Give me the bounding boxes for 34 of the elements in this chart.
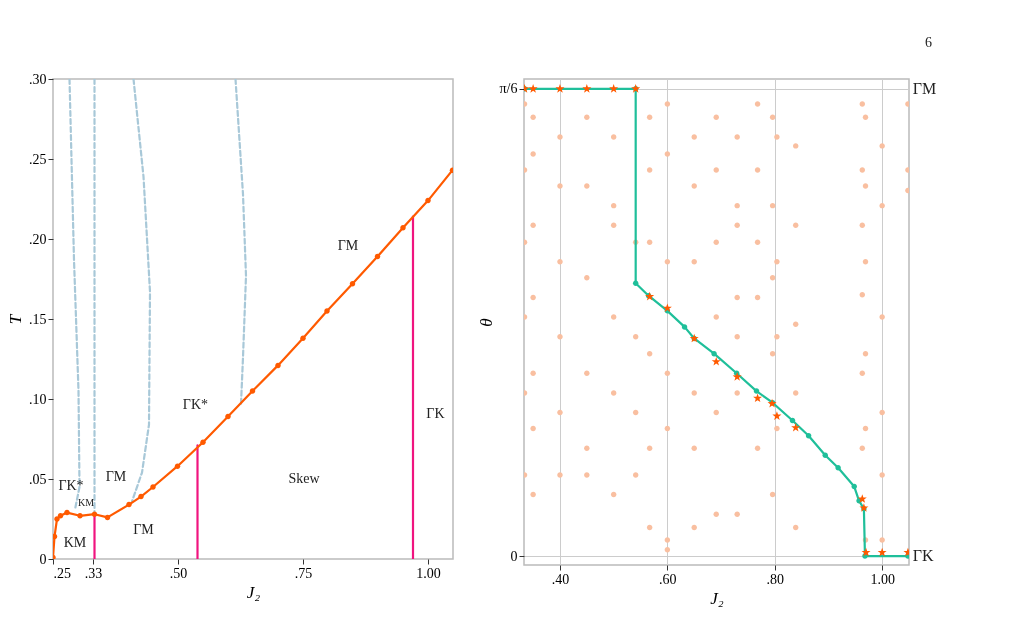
annotation: ΓK <box>426 405 445 421</box>
annotation: KM <box>77 496 95 508</box>
text: ΓK <box>912 547 935 565</box>
annotation: Skew <box>288 470 321 486</box>
x-tick-label: .50 <box>169 565 188 581</box>
annotation: ΓM <box>133 522 155 538</box>
annotation: ΓM <box>337 237 359 253</box>
y-tick-label: .15 <box>29 311 47 327</box>
y-tick-label: .10 <box>29 391 47 407</box>
x-tick-label: .40 <box>551 571 570 587</box>
x-axis-title: J₂ <box>246 582 261 602</box>
text: ΓM <box>912 79 937 97</box>
y-tick-label: .30 <box>29 71 47 87</box>
text: 6 <box>925 34 933 50</box>
annotation: ΓK* <box>182 397 209 413</box>
y-tick-label: .25 <box>29 151 47 167</box>
x-axis-title: J₂ <box>710 588 724 608</box>
y-tick-label: 0 <box>39 551 47 567</box>
annotation: ΓK* <box>58 477 84 493</box>
x-tick-label: 1.00 <box>870 571 895 587</box>
y-tick-label: .05 <box>29 471 47 487</box>
x-tick-label: .60 <box>659 571 677 587</box>
y-axis-title: T <box>6 313 25 325</box>
annotation: KM <box>63 535 87 551</box>
y-tick-label: 0 <box>510 548 518 564</box>
x-tick-label: .33 <box>84 565 103 581</box>
y-tick-label: .20 <box>29 231 47 247</box>
x-tick-label: .80 <box>766 571 785 587</box>
y-axis-title: θ <box>476 318 496 327</box>
x-tick-label: 1.00 <box>416 565 441 581</box>
y-tick-label: π/6 <box>499 81 518 97</box>
annotation: ΓM <box>105 469 127 485</box>
x-tick-label: .75 <box>294 565 313 581</box>
x-tick-label: .25 <box>53 565 71 581</box>
